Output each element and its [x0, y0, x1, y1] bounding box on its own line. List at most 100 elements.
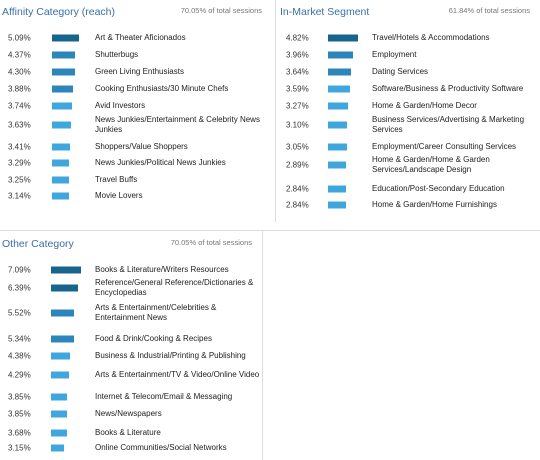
- row-percentage: 3.85%: [8, 392, 31, 402]
- row-bar: [52, 143, 71, 151]
- list-item[interactable]: 3.59% Software/Business & Productivity So…: [278, 81, 540, 97]
- list-item[interactable]: 4.37% Shutterbugs: [0, 47, 265, 63]
- row-label[interactable]: Books & Literature: [95, 428, 161, 437]
- panel-divider-horizontal: [0, 230, 540, 231]
- row-percentage: 7.09%: [8, 265, 31, 275]
- row-label[interactable]: Dating Services: [372, 67, 429, 76]
- list-item[interactable]: 3.85% News/Newspapers: [0, 406, 260, 422]
- list-item[interactable]: 3.68% Books & Literature: [0, 425, 260, 441]
- row-bar: [52, 51, 76, 59]
- list-item[interactable]: 3.85% Internet & Telecom/Email & Messagin…: [0, 389, 260, 405]
- row-bar: [52, 176, 70, 184]
- other-category-panel: Other Category 70.05% of total sessions …: [0, 232, 262, 460]
- row-label[interactable]: Reference/General Reference/Dictionaries…: [95, 278, 254, 297]
- row-label[interactable]: Cooking Enthusiasts/30 Minute Chefs: [95, 84, 229, 93]
- row-bar: [51, 429, 67, 437]
- row-bar: [51, 335, 74, 343]
- row-label[interactable]: Business Services/Advertising & Marketin…: [372, 115, 525, 134]
- row-label[interactable]: Online Communities/Social Networks: [95, 443, 227, 452]
- list-item[interactable]: 2.84% Education/Post-Secondary Education: [278, 181, 540, 197]
- row-bar: [328, 85, 351, 93]
- row-label[interactable]: News Junkies/Political News Junkies: [95, 158, 226, 167]
- row-label[interactable]: Internet & Telecom/Email & Messaging: [95, 392, 233, 401]
- list-item[interactable]: 2.89% Home & Garden/Home & Garden Service…: [278, 155, 540, 174]
- row-percentage: 3.05%: [286, 142, 309, 152]
- in-market-segment-panel: In-Market Segment 61.84% of total sessio…: [278, 0, 540, 225]
- row-percentage: 4.82%: [286, 33, 309, 43]
- list-item[interactable]: 3.96% Employment: [278, 47, 540, 63]
- row-bar: [328, 51, 353, 59]
- row-label[interactable]: Arts & Entertainment/TV & Video/Online V…: [95, 370, 260, 379]
- list-item[interactable]: 3.64% Dating Services: [278, 64, 540, 80]
- row-label[interactable]: Avid Investors: [95, 101, 146, 110]
- list-item[interactable]: 4.29% Arts & Entertainment/TV & Video/Onl…: [0, 367, 260, 383]
- row-bar: [51, 309, 75, 317]
- row-bar: [328, 143, 347, 151]
- list-item[interactable]: 3.74% Avid Investors: [0, 98, 265, 114]
- list-item[interactable]: 3.14% Movie Lovers: [0, 188, 265, 204]
- list-item[interactable]: 2.84% Home & Garden/Home Furnishings: [278, 197, 540, 213]
- list-item[interactable]: 4.38% Business & Industrial/Printing & Pu…: [0, 348, 260, 364]
- row-percentage: 4.29%: [8, 370, 31, 380]
- row-bar: [51, 393, 68, 401]
- row-label[interactable]: Movie Lovers: [95, 191, 143, 200]
- list-item[interactable]: 5.52% Arts & Entertainment/Celebrities & …: [0, 303, 260, 322]
- row-label[interactable]: Travel/Hotels & Accommodations: [372, 33, 490, 42]
- row-label[interactable]: News Junkies/Entertainment & Celebrity N…: [95, 115, 260, 134]
- row-label[interactable]: Education/Post-Secondary Education: [372, 184, 505, 193]
- row-label[interactable]: Employment/Career Consulting Services: [372, 142, 517, 151]
- row-label[interactable]: Home & Garden/Home Decor: [372, 101, 477, 110]
- row-label[interactable]: Software/Business & Productivity Softwar…: [372, 84, 524, 93]
- row-percentage: 3.14%: [8, 191, 31, 201]
- row-label[interactable]: Travel Buffs: [95, 175, 138, 184]
- row-bar: [328, 121, 348, 129]
- row-bar: [328, 102, 349, 110]
- panel-divider-vertical-lower: [262, 230, 263, 460]
- row-label[interactable]: Business & Industrial/Printing & Publish…: [95, 351, 246, 360]
- row-label[interactable]: Employment: [372, 50, 417, 59]
- list-item[interactable]: 3.25% Travel Buffs: [0, 172, 265, 188]
- row-label[interactable]: Shoppers/Value Shoppers: [95, 142, 188, 151]
- affinity-category-panel: Affinity Category (reach) 70.05% of tota…: [0, 0, 270, 225]
- row-percentage: 3.29%: [8, 158, 31, 168]
- row-label[interactable]: Art & Theater Aficionados: [95, 33, 186, 42]
- list-item[interactable]: 3.41% Shoppers/Value Shoppers: [0, 139, 265, 155]
- list-item[interactable]: 3.15% Online Communities/Social Networks: [0, 440, 260, 456]
- list-item[interactable]: 4.82% Travel/Hotels & Accommodations: [278, 30, 540, 46]
- row-label[interactable]: Green Living Enthusiasts: [95, 67, 184, 76]
- affinity-category-title[interactable]: Affinity Category (reach): [2, 6, 116, 18]
- row-label[interactable]: Shutterbugs: [95, 50, 139, 59]
- list-item[interactable]: 5.09% Art & Theater Aficionados: [0, 30, 265, 46]
- row-label[interactable]: Home & Garden/Home & Garden Services/Lan…: [372, 155, 490, 174]
- row-label[interactable]: Books & Literature/Writers Resources: [95, 265, 229, 274]
- list-item[interactable]: 3.88% Cooking Enthusiasts/30 Minute Chefs: [0, 81, 265, 97]
- list-item[interactable]: 3.10% Business Services/Advertising & Mar…: [278, 115, 540, 134]
- in-market-segment-title[interactable]: In-Market Segment: [280, 6, 370, 18]
- other-category-title[interactable]: Other Category: [2, 238, 74, 250]
- row-bar: [328, 185, 346, 193]
- list-item[interactable]: 3.63% News Junkies/Entertainment & Celebr…: [0, 115, 265, 134]
- list-item[interactable]: 4.30% Green Living Enthusiasts: [0, 64, 265, 80]
- row-percentage: 3.96%: [286, 50, 309, 60]
- list-item[interactable]: 3.05% Employment/Career Consulting Servic…: [278, 139, 540, 155]
- list-item[interactable]: 6.39% Reference/General Reference/Diction…: [0, 278, 260, 297]
- row-label[interactable]: Food & Drink/Cooking & Recipes: [95, 334, 212, 343]
- row-label[interactable]: Home & Garden/Home Furnishings: [372, 200, 497, 209]
- row-percentage: 5.09%: [8, 33, 31, 43]
- list-item[interactable]: 3.27% Home & Garden/Home Decor: [278, 98, 540, 114]
- affinity-share-text: 70.05% of total sessions: [180, 6, 262, 15]
- row-percentage: 2.84%: [286, 184, 309, 194]
- row-label[interactable]: Arts & Entertainment/Celebrities & Enter…: [95, 303, 217, 322]
- row-bar: [51, 284, 79, 292]
- list-item[interactable]: 5.34% Food & Drink/Cooking & Recipes: [0, 331, 260, 347]
- row-bar: [51, 352, 70, 360]
- other-share-text: 70.05% of total sessions: [170, 238, 252, 247]
- list-item[interactable]: 7.09% Books & Literature/Writers Resource…: [0, 262, 260, 278]
- row-bar: [51, 444, 65, 452]
- row-percentage: 2.84%: [286, 200, 309, 210]
- list-item[interactable]: 3.29% News Junkies/Political News Junkies: [0, 155, 265, 171]
- row-percentage: 3.41%: [8, 142, 31, 152]
- row-label[interactable]: News/Newspapers: [95, 409, 162, 418]
- row-percentage: 3.27%: [286, 101, 309, 111]
- row-bar: [328, 201, 346, 209]
